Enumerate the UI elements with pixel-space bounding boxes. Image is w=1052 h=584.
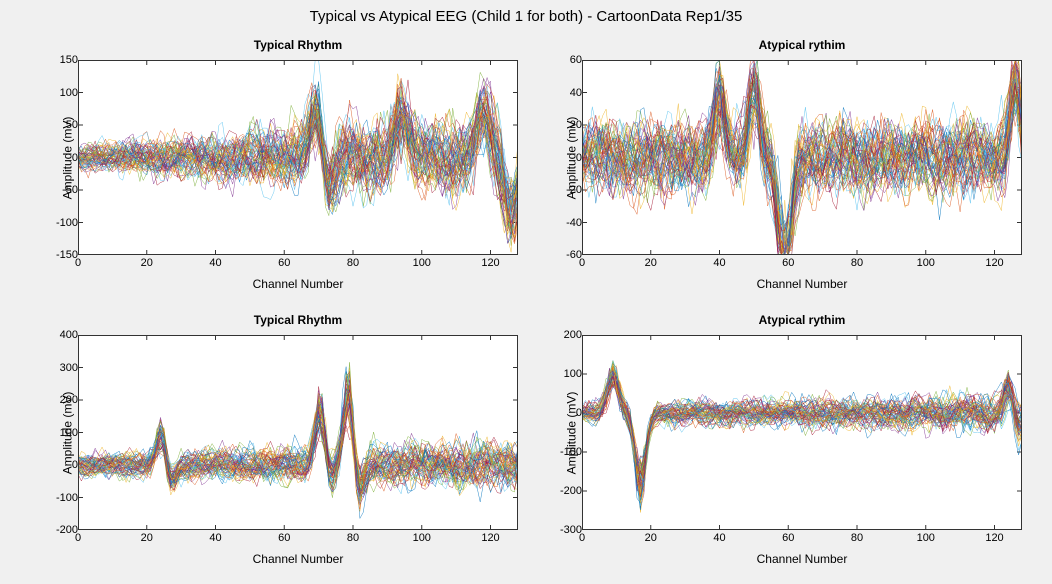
x-tick-label: 80 <box>347 532 359 544</box>
x-tick-label: 60 <box>782 532 794 544</box>
y-tick-label: 400 <box>60 329 78 341</box>
x-tick-row: 020406080100120 <box>78 257 518 273</box>
subplot-title: Typical Rhythm <box>78 313 518 327</box>
y-tick-col: -150-100-50050100150 <box>68 60 78 255</box>
subplot-1: Atypical rythimAmplitude (mV)Channel Num… <box>582 60 1022 255</box>
x-tick-label: 40 <box>713 257 725 269</box>
y-tick-col: -200-1000100200300400 <box>68 335 78 530</box>
y-tick-label: 200 <box>60 394 78 406</box>
x-tick-label: 120 <box>481 257 499 269</box>
x-tick-label: 100 <box>413 532 431 544</box>
x-tick-label: 80 <box>851 532 863 544</box>
y-tick-label: 100 <box>564 368 582 380</box>
x-tick-label: 120 <box>481 532 499 544</box>
y-tick-label: 60 <box>570 54 582 66</box>
x-tick-label: 20 <box>645 257 657 269</box>
y-tick-label: 0 <box>72 459 78 471</box>
x-axis-label: Channel Number <box>582 277 1022 291</box>
subplot-2: Typical RhythmAmplitude (mV)Channel Numb… <box>78 335 518 530</box>
x-tick-row: 020406080100120 <box>78 532 518 548</box>
y-tick-label: -60 <box>566 249 582 261</box>
x-tick-label: 100 <box>917 532 935 544</box>
x-tick-label: 40 <box>209 532 221 544</box>
y-tick-label: -150 <box>56 249 78 261</box>
x-tick-label: 80 <box>347 257 359 269</box>
y-tick-label: 150 <box>60 54 78 66</box>
subplot-3: Atypical rythimAmplitude (mV)Channel Num… <box>582 335 1022 530</box>
y-tick-label: 0 <box>576 152 582 164</box>
subplot-title: Atypical rythim <box>582 313 1022 327</box>
y-tick-label: 20 <box>570 119 582 131</box>
x-tick-label: 40 <box>209 257 221 269</box>
x-axis-label: Channel Number <box>78 552 518 566</box>
x-tick-label: 60 <box>278 257 290 269</box>
y-tick-label: -200 <box>56 524 78 536</box>
plot-area <box>582 335 1022 530</box>
y-tick-label: -20 <box>566 184 582 196</box>
y-tick-col: -300-200-1000100200 <box>572 335 582 530</box>
subplot-0: Typical RhythmAmplitude (mV)Channel Numb… <box>78 60 518 255</box>
x-axis-label: Channel Number <box>78 277 518 291</box>
x-tick-label: 120 <box>985 532 1003 544</box>
y-tick-label: -200 <box>560 485 582 497</box>
y-tick-label: -300 <box>560 524 582 536</box>
y-tick-label: -40 <box>566 217 582 229</box>
x-tick-label: 20 <box>141 532 153 544</box>
x-tick-label: 60 <box>278 532 290 544</box>
y-tick-label: -50 <box>62 184 78 196</box>
x-axis-label: Channel Number <box>582 552 1022 566</box>
x-tick-label: 80 <box>851 257 863 269</box>
x-tick-label: 20 <box>141 257 153 269</box>
x-tick-row: 020406080100120 <box>582 257 1022 273</box>
x-tick-label: 100 <box>917 257 935 269</box>
y-tick-label: -100 <box>56 217 78 229</box>
y-tick-label: 100 <box>60 87 78 99</box>
plot-area <box>78 60 518 255</box>
x-tick-label: 60 <box>782 257 794 269</box>
figure-root: Typical vs Atypical EEG (Child 1 for bot… <box>0 0 1052 584</box>
y-tick-label: 300 <box>60 362 78 374</box>
subplot-title: Atypical rythim <box>582 38 1022 52</box>
y-tick-label: 100 <box>60 427 78 439</box>
plot-area <box>582 60 1022 255</box>
y-tick-label: -100 <box>56 492 78 504</box>
subplot-title: Typical Rhythm <box>78 38 518 52</box>
y-tick-label: 0 <box>576 407 582 419</box>
y-tick-col: -60-40-200204060 <box>572 60 582 255</box>
figure-title: Typical vs Atypical EEG (Child 1 for bot… <box>0 8 1052 25</box>
x-tick-label: 120 <box>985 257 1003 269</box>
y-tick-label: 200 <box>564 329 582 341</box>
x-tick-label: 100 <box>413 257 431 269</box>
x-tick-label: 40 <box>713 532 725 544</box>
y-tick-label: 0 <box>72 152 78 164</box>
y-tick-label: 50 <box>66 119 78 131</box>
y-tick-label: 40 <box>570 87 582 99</box>
x-tick-row: 020406080100120 <box>582 532 1022 548</box>
y-tick-label: -100 <box>560 446 582 458</box>
x-tick-label: 20 <box>645 532 657 544</box>
plot-area <box>78 335 518 530</box>
